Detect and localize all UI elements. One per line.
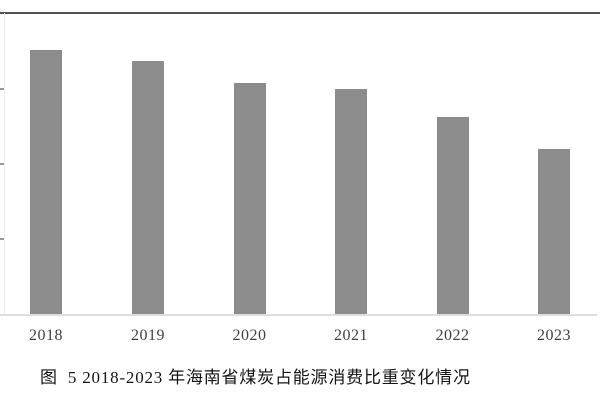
bar-2022 — [436, 117, 469, 315]
y-axis-tick-fragment — [0, 88, 4, 90]
chart-top-border — [0, 12, 600, 14]
bar-2023 — [538, 148, 570, 315]
x-axis-label: 2021 — [334, 327, 368, 344]
figure-caption: 图 5 2018-2023 年海南省煤炭占能源消费比重变化情况 — [40, 368, 471, 387]
x-axis-label: 2022 — [435, 327, 470, 344]
bar-2020 — [233, 83, 266, 315]
y-axis-line — [4, 13, 5, 315]
bar-2019 — [132, 61, 164, 315]
y-axis-tick-fragment — [0, 238, 4, 240]
y-axis-tick-fragment — [0, 163, 4, 165]
bar-2018 — [30, 49, 62, 315]
x-axis-label: 2023 — [537, 327, 571, 344]
x-axis-label: 2019 — [131, 327, 165, 344]
bar-2021 — [335, 89, 367, 315]
x-axis-label: 2020 — [232, 327, 267, 344]
x-axis-line — [0, 314, 597, 316]
x-axis-label: 2018 — [29, 327, 63, 344]
